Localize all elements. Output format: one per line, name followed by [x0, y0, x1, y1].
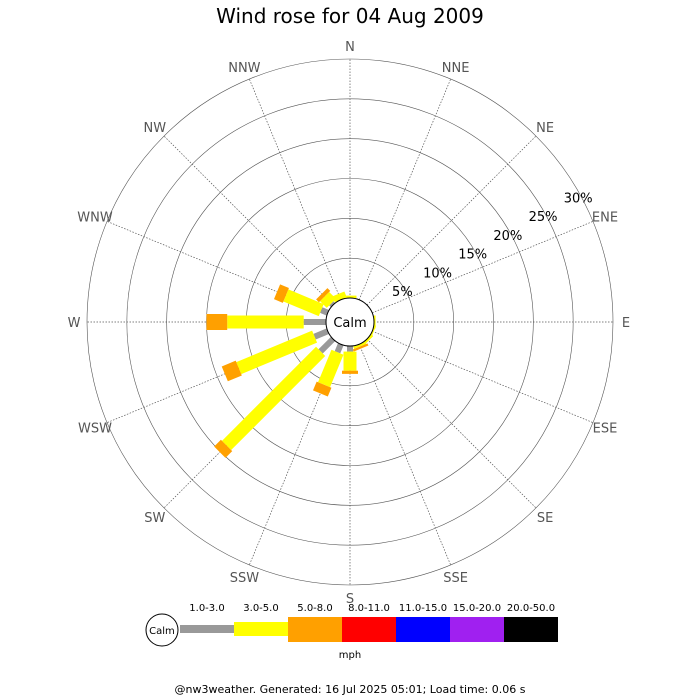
direction-label: WSW [78, 422, 112, 437]
legend-calm-circle [145, 613, 179, 647]
wind-bar-segment [273, 284, 289, 303]
direction-label: ESE [593, 422, 618, 437]
legend-swatch [288, 617, 342, 642]
wind-bar-segment [221, 360, 242, 382]
wind-bar-segment [343, 351, 357, 371]
spoke [358, 78, 451, 300]
legend: Calm mph 1.0-3.0 3.0-5.0 5.0-8.0 8.0-11.0 11… [145, 603, 558, 661]
wind-bar-segment [227, 315, 304, 329]
wind-bar-segment [352, 343, 369, 352]
center-layer: Calm [325, 297, 375, 347]
direction-label: SSE [443, 571, 468, 586]
direction-label: S [346, 592, 354, 607]
spoke [372, 221, 594, 314]
legend-swatch [342, 617, 396, 642]
spoke [249, 78, 342, 300]
calm-circle [325, 297, 375, 347]
wind-bar-segment [221, 346, 326, 451]
wind-bar-segment [343, 295, 357, 298]
direction-label: SW [144, 511, 165, 526]
direction-label: NNE [442, 61, 470, 76]
ring-label: 30% [564, 192, 593, 207]
direction-label: WNW [77, 210, 113, 225]
wind-bar-segment [329, 301, 336, 308]
legend-swatch [396, 617, 450, 642]
spoke [372, 330, 594, 423]
ring-label: 10% [423, 266, 452, 281]
wind-bar-segment [283, 289, 324, 317]
grid-ring [86, 58, 614, 586]
direction-label: N [345, 40, 355, 55]
bar-layer [206, 284, 377, 458]
wind-bar-segment [334, 343, 344, 354]
wind-bar-segment [342, 370, 358, 374]
wind-bar-segment [353, 341, 367, 349]
legend-bin-label: 1.0-3.0 [189, 603, 224, 614]
ring-label: 15% [458, 248, 487, 263]
direction-label: W [68, 316, 81, 331]
legend-bin-label: 15.0-20.0 [453, 603, 501, 614]
direction-label: NE [536, 121, 554, 136]
direction-label: NNW [228, 61, 260, 76]
calm-label: Calm [333, 316, 366, 331]
wind-bar-segment [313, 328, 329, 340]
ring-label: 20% [493, 229, 522, 244]
spoke [358, 344, 451, 566]
wind-bar-segment [316, 288, 331, 303]
legend-calm-label: Calm [149, 626, 175, 637]
legend-swatch [234, 622, 288, 636]
wind-bar-segment [303, 319, 326, 325]
ring-label-layer: 5% 10% 15% 20% 25% 30% [392, 192, 593, 301]
footer-text: @nw3weather. Generated: 16 Jul 2025 05:0… [174, 683, 526, 696]
wind-bar-segment [318, 349, 344, 388]
legend-swatch [180, 625, 234, 633]
wind-bar-segment [206, 314, 228, 330]
wind-bar-segment [320, 307, 329, 316]
spoke [163, 135, 334, 306]
ring-label: 25% [529, 210, 558, 225]
direction-label: SE [537, 511, 553, 526]
legend-swatch [450, 617, 504, 642]
wind-bar-segment [347, 346, 353, 352]
wind-bar-segment [373, 315, 376, 329]
wind-bar-segment [214, 439, 233, 458]
ring-label: 5% [392, 285, 413, 300]
direction-label: NW [144, 121, 167, 136]
legend-bin-label: 20.0-50.0 [507, 603, 555, 614]
legend-bin-label: 8.0-11.0 [348, 603, 390, 614]
wind-bar-segment [332, 291, 347, 303]
chart-title: Wind rose for 04 Aug 2009 [216, 4, 484, 28]
direction-label: ENE [592, 210, 618, 225]
legend-bin-label: 11.0-15.0 [399, 603, 447, 614]
wind-bar-segment [319, 291, 336, 308]
legend-unit: mph [339, 650, 361, 661]
direction-label: SSW [230, 571, 260, 586]
legend-bin-label: 3.0-5.0 [243, 603, 278, 614]
spoke [366, 338, 537, 509]
spoke [366, 135, 537, 306]
legend-swatch [504, 617, 558, 642]
legend-bin-label: 5.0-8.0 [297, 603, 332, 614]
wind-bar-segment [318, 336, 336, 354]
wind-bar-segment [312, 381, 332, 397]
wind-bar-segment [236, 330, 318, 375]
direction-label: E [622, 316, 630, 331]
